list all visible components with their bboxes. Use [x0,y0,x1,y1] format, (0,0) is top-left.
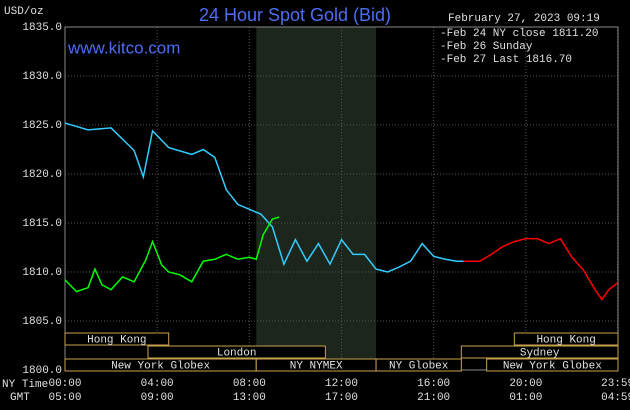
line [463,237,619,301]
session-label: NY Globex [389,360,449,372]
session-box [460,345,619,359]
y-tick-label: 1805.0 [22,316,62,328]
session-box [486,358,619,372]
session-label: Sydney [520,347,560,359]
session-box [64,332,170,346]
y-tick-label: 1835.0 [22,22,62,34]
chart-title: 24 Hour Spot Gold (Bid) [199,5,391,25]
session-label: Hong Kong [87,334,146,346]
date: February 27, 2023 09:19 [448,13,600,25]
legend-entry: -Feb 26 Sunday [440,41,533,53]
legend-entry: -Feb 27 Last 1816.70 [440,54,572,66]
x2-tick-label: 04:59 [601,392,630,404]
y-tick-label: 1830.0 [22,71,62,83]
session-label: New York Globex [503,360,602,372]
session-label: NY NYMEX [290,360,343,372]
session-box [375,358,462,372]
y-tick-label: 1825.0 [22,120,62,132]
session-label: New York Globex [111,360,210,372]
line [64,216,280,293]
x2-tick-label: 17:00 [325,392,358,404]
x-tick-label: 12:00 [325,378,358,390]
x-axis-label: NY Time [2,379,48,391]
y-axis-label: USD/oz [4,6,44,18]
x2-tick-label: 05:00 [48,392,81,404]
y-tick-label: 1820.0 [22,169,62,181]
x-tick-label: 08:00 [233,378,266,390]
x-tick-label: 16:00 [417,378,450,390]
x2-axis-label: GMT [10,392,30,404]
line [64,122,464,273]
nymex-shade [256,27,377,370]
x-tick-label: 23:59 [601,378,630,390]
x2-tick-label: 21:00 [417,392,450,404]
y-tick-label: 1815.0 [22,218,62,230]
x-tick-label: 00:00 [48,378,81,390]
session-label: Hong Kong [536,334,595,346]
x-tick-label: 20:00 [509,378,542,390]
session-box [147,345,326,359]
session-label: London [217,347,257,359]
x-tick-label: 04:00 [141,378,174,390]
y-tick-label: 1810.0 [22,267,62,279]
session-box [513,332,619,346]
y-tick-label: 1800.0 [22,365,62,377]
legend-entry: -Feb 24 NY close 1811.20 [440,28,598,40]
x2-tick-label: 01:00 [509,392,542,404]
watermark: www.kitco.com [67,38,180,57]
x2-tick-label: 09:00 [141,392,174,404]
x2-tick-label: 13:00 [233,392,266,404]
